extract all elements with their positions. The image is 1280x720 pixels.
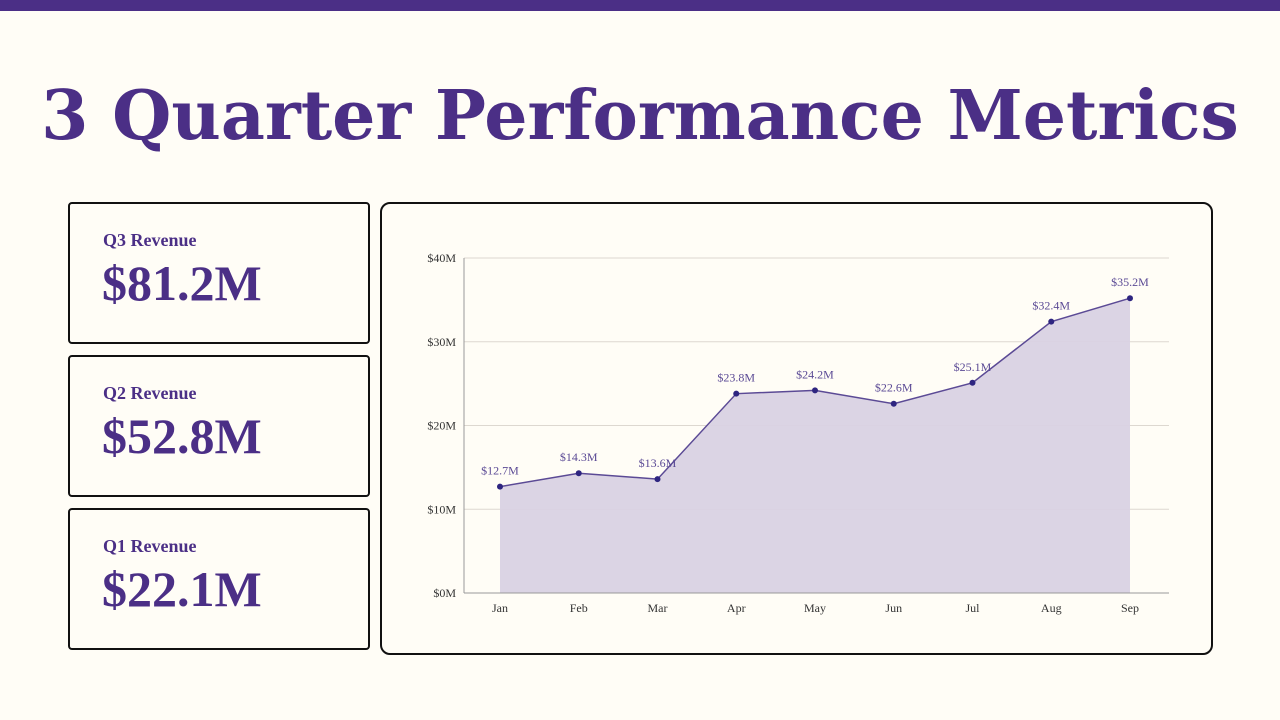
data-label: $32.4M [1032,299,1070,313]
kpi-label: Q2 Revenue [103,383,197,403]
kpi-card-q1: Q1 Revenue $22.1M [68,508,370,650]
page-title: 3 Quarter Performance Metrics [41,76,1239,156]
revenue-area-chart: $0M $10M $20M $30M $40M $12.7M Jan $14.3M Feb $13… [427,251,1169,615]
revenue-chart-card: $0M $10M $20M $30M $40M $12.7M Jan $14.3M Feb $13… [380,202,1213,655]
x-tick-label: Mar [648,601,668,615]
data-point [969,379,976,386]
kpi-label: Q3 Revenue [103,230,197,250]
data-point [497,483,503,490]
data-label: $14.3M [560,450,598,464]
data-label: $22.6M [875,381,913,395]
data-point [812,387,818,394]
y-tick-label: $30M [427,335,456,349]
kpi-value: $22.1M [102,561,262,617]
data-point [1127,295,1133,302]
data-label: $12.7M [481,464,519,478]
data-label: $25.1M [954,360,992,374]
data-point [733,390,740,397]
data-point [1048,318,1055,325]
data-label: $23.8M [717,371,755,385]
y-tick-label: $20M [427,419,456,433]
x-tick-label: Jan [492,601,508,615]
kpi-value: $81.2M [102,255,262,311]
x-tick-label: Jun [885,601,902,615]
x-tick-label: Feb [570,601,588,615]
kpi-card-q3: Q3 Revenue $81.2M [68,202,370,344]
x-tick-label: Apr [727,601,746,615]
y-tick-label: $0M [433,586,456,600]
data-point [890,400,897,407]
x-tick-label: Aug [1041,601,1062,615]
x-tick-label: May [804,601,826,615]
data-label: $35.2M [1111,275,1149,289]
y-tick-label: $40M [427,251,456,265]
kpi-card-q2: Q2 Revenue $52.8M [68,355,370,497]
x-tick-label: Jul [965,601,980,615]
area-fill [500,298,1130,593]
kpi-label: Q1 Revenue [103,536,197,556]
data-point [575,470,582,477]
top-accent-bar [0,0,1280,11]
data-label: $13.6M [639,456,677,470]
x-tick-label: Sep [1121,601,1139,615]
y-tick-label: $10M [427,502,456,516]
data-label: $24.2M [796,367,834,381]
kpi-value: $52.8M [102,408,262,464]
data-point [654,476,661,483]
